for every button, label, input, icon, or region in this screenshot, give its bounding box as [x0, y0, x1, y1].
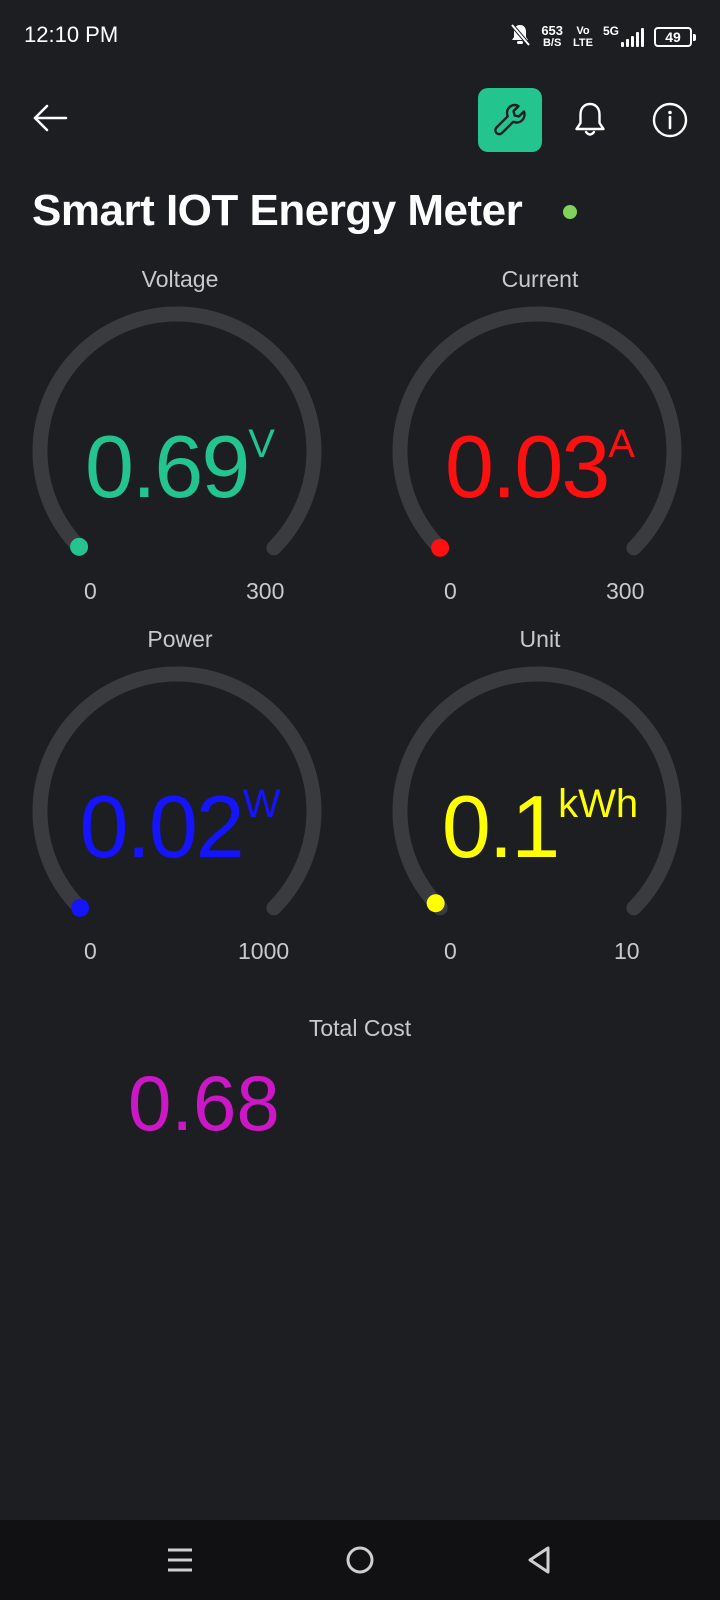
- arrow-left-icon: [33, 104, 68, 132]
- net-speed: 653 B/S: [541, 23, 564, 49]
- gauge-value-number: 0.1: [441, 777, 560, 876]
- info-button[interactable]: [648, 98, 692, 142]
- system-nav-bar: [0, 1520, 720, 1600]
- back-button[interactable]: [28, 96, 72, 140]
- gauge-min: 0: [444, 938, 457, 964]
- gauge-max: 300: [246, 578, 285, 604]
- home-circle-icon: [346, 1546, 374, 1574]
- gauge-arc: [392, 666, 682, 916]
- signal-bar: [631, 35, 634, 47]
- gauge-min: 0: [84, 578, 97, 604]
- gauge-unit: Unit 0.1kWh 0 10: [370, 626, 710, 964]
- device-title: Smart IOT Energy Meter: [32, 186, 523, 235]
- gauge-value: 0.02W: [10, 776, 350, 878]
- volte-top: Vo: [576, 25, 590, 37]
- gauge-max: 300: [606, 578, 645, 604]
- gauge-min: 0: [84, 938, 97, 964]
- gauge-value-marker: [70, 537, 89, 556]
- gauge-value-unit: W: [242, 782, 281, 826]
- gauge-value-unit: A: [608, 422, 635, 466]
- gauge-current: Current 0.03A 0 300: [370, 266, 710, 604]
- volte-bottom: LTE: [573, 37, 593, 49]
- recent-apps-button[interactable]: [156, 1536, 204, 1584]
- gauge-value-number: 0.02: [79, 777, 244, 876]
- bell-muted-icon: [509, 23, 531, 52]
- gauge-value-number: 0.03: [445, 417, 610, 516]
- net-speed-unit: B/S: [542, 37, 562, 49]
- total-cost-value: 0.68: [128, 1059, 280, 1147]
- gauge-value-unit: V: [248, 422, 275, 466]
- back-triangle-icon: [528, 1546, 550, 1574]
- online-status-dot: [563, 205, 577, 219]
- net-speed-value: 653: [541, 23, 564, 38]
- gauge-value: 0.1kWh: [370, 776, 710, 878]
- gauge-value: 0.03A: [370, 416, 710, 518]
- network-type: 5G: [602, 23, 619, 38]
- back-nav-button[interactable]: [515, 1536, 563, 1584]
- gauge-min: 0: [444, 578, 457, 604]
- status-time: 12:10 PM: [24, 22, 119, 47]
- bell-icon: [575, 102, 605, 136]
- home-button[interactable]: [336, 1536, 384, 1584]
- gauge-label: Power: [147, 626, 213, 652]
- total-cost-label: Total Cost: [308, 1015, 412, 1041]
- wrench-icon: [494, 103, 526, 136]
- volte-indicator: Vo LTE: [573, 25, 593, 49]
- gauge-label: Voltage: [141, 266, 219, 292]
- gauge-max: 1000: [238, 938, 290, 964]
- info-icon: [652, 102, 688, 138]
- gauge-voltage: Voltage 0.69V 0 300: [10, 266, 350, 604]
- gauge-value-marker: [431, 538, 450, 557]
- gauge-value-unit: kWh: [558, 782, 639, 826]
- status-bar: 12:10 PM 653 B/S Vo LTE 5G: [0, 0, 720, 72]
- gauge-value-marker: [71, 898, 90, 917]
- status-icons: 653 B/S Vo LTE 5G 49: [509, 20, 696, 54]
- gauge-arc: [32, 666, 322, 917]
- gauge-arc: [32, 306, 322, 556]
- signal-bar: [626, 38, 629, 47]
- gauge-value-marker: [426, 894, 445, 913]
- battery-level: 49: [665, 29, 681, 45]
- signal-bar: [636, 31, 639, 47]
- gauge-label: Current: [501, 266, 579, 292]
- gauge-value-number: 0.69: [85, 417, 250, 516]
- signal-indicator: 5G: [602, 23, 644, 47]
- gauge-power: Power 0.02W 0 1000: [10, 626, 350, 964]
- signal-bar: [621, 41, 624, 47]
- notifications-button[interactable]: [568, 96, 612, 144]
- gauge-label: Unit: [519, 626, 561, 652]
- settings-button[interactable]: [478, 88, 542, 152]
- battery-icon: 49: [654, 27, 696, 47]
- gauge-value: 0.69V: [10, 416, 350, 518]
- gauge-max: 10: [614, 938, 640, 964]
- signal-bar: [641, 27, 644, 47]
- menu-icon: [168, 1548, 192, 1572]
- gauge-arc: [392, 306, 682, 557]
